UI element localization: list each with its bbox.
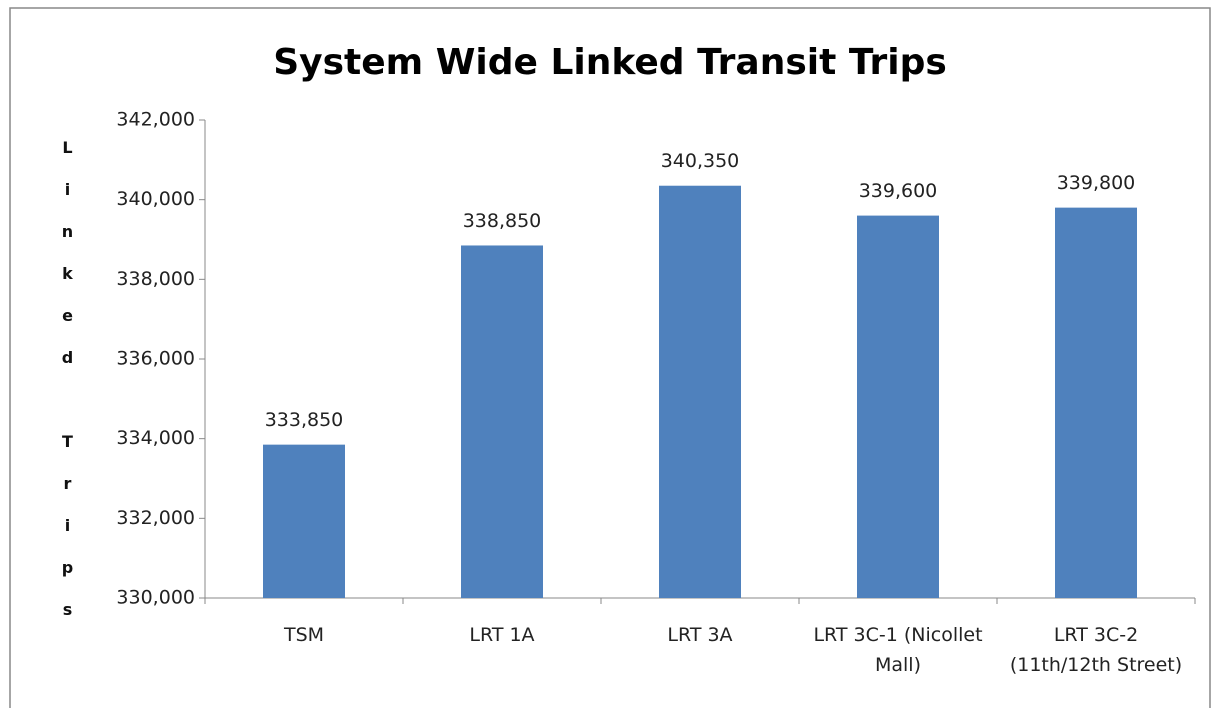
y-tick-label: 330,000 bbox=[116, 587, 195, 609]
y-tick-label: 338,000 bbox=[116, 268, 195, 290]
bar bbox=[857, 215, 939, 598]
data-label: 338,850 bbox=[463, 210, 542, 232]
x-tick-label: LRT 1A bbox=[469, 624, 535, 646]
chart-title: System Wide Linked Transit Trips bbox=[273, 42, 947, 83]
y-tick-label: 342,000 bbox=[116, 109, 195, 131]
data-label: 340,350 bbox=[661, 150, 740, 172]
y-tick-label: 332,000 bbox=[116, 507, 195, 529]
x-tick-label: LRT 3C-2 (11th/12th Street) bbox=[1009, 624, 1183, 676]
data-label: 333,850 bbox=[265, 409, 344, 431]
x-tick-label: LRT 3C-1 (Nicollet Mall) bbox=[813, 624, 983, 676]
x-tick-label: TSM bbox=[283, 624, 325, 646]
bar bbox=[659, 185, 741, 598]
y-tick-label: 340,000 bbox=[116, 188, 195, 210]
y-axis-label: Linked Trips bbox=[58, 138, 77, 642]
data-label: 339,600 bbox=[859, 180, 938, 202]
bar bbox=[1055, 207, 1137, 598]
data-label: 339,800 bbox=[1057, 172, 1136, 194]
chart-border bbox=[9, 7, 1211, 708]
y-tick-label: 336,000 bbox=[116, 348, 195, 370]
y-tick-label: 334,000 bbox=[116, 427, 195, 449]
x-tick-label: LRT 3A bbox=[667, 624, 733, 646]
bar bbox=[263, 444, 345, 598]
bar bbox=[461, 245, 543, 598]
